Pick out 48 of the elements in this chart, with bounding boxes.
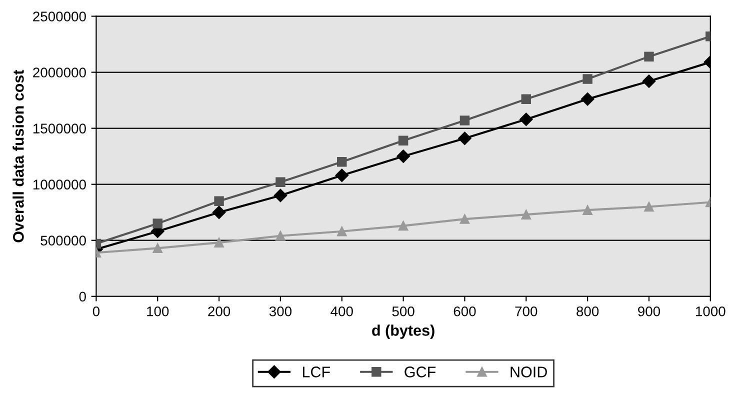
point (276, 177, 286, 187)
point (214, 238, 224, 248)
point (274, 188, 288, 202)
x-tick-label: 0 (92, 306, 100, 316)
point (337, 226, 347, 236)
y-tick-label: 500000 (40, 236, 86, 246)
y-tick-label: 1500000 (33, 124, 86, 134)
x-tick-label: 1000 (696, 306, 726, 316)
y-tick-label: 2000000 (33, 68, 86, 78)
point (521, 210, 531, 220)
point (460, 214, 470, 224)
point (520, 112, 533, 126)
point (582, 205, 592, 215)
x-tick-label: 700 (515, 306, 538, 316)
x-tick-label: 400 (330, 306, 353, 316)
y-tick-label: 1000000 (33, 180, 86, 190)
point (212, 206, 226, 219)
point (458, 132, 472, 145)
legend-label: LCF (302, 366, 330, 378)
x-axis-title: d (bytes) (372, 324, 434, 339)
point (582, 74, 592, 84)
y-tick-label: 0 (79, 292, 86, 302)
point (214, 196, 224, 206)
point (396, 150, 410, 163)
point (398, 220, 408, 231)
y-axis-title: Overall data fusion cost (12, 70, 24, 242)
legend-label: NOID (510, 366, 547, 378)
point (398, 136, 408, 146)
point (460, 116, 470, 126)
x-tick-label: 500 (392, 306, 414, 316)
point (276, 231, 286, 241)
point (337, 157, 347, 167)
point (580, 92, 594, 106)
point (335, 168, 348, 182)
point (152, 218, 162, 228)
y-tick-label: 2500000 (33, 12, 86, 22)
legend-label: GCF (404, 366, 436, 378)
point (642, 74, 656, 88)
x-tick-label: 600 (454, 306, 476, 316)
point (644, 202, 654, 212)
x-tick-label: 800 (576, 306, 599, 316)
x-tick-label: 900 (638, 306, 660, 316)
x-tick-label: 100 (147, 306, 169, 316)
point (152, 243, 162, 254)
point (644, 52, 654, 62)
x-tick-label: 300 (269, 306, 292, 316)
x-tick-label: 200 (208, 306, 230, 316)
point (521, 94, 531, 104)
